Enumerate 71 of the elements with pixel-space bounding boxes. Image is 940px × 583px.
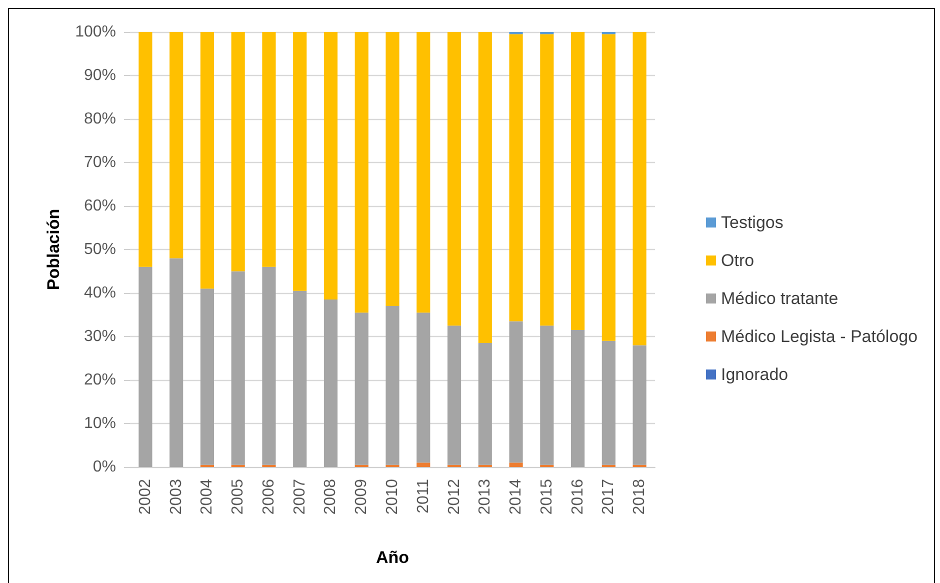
bar: [354, 32, 368, 313]
x-tick-label: 2015: [538, 478, 556, 515]
x-tick-label: 2010: [384, 478, 401, 515]
bar: [447, 326, 462, 465]
bar: [509, 321, 523, 463]
y-tick-label: 30%: [84, 328, 116, 345]
legend-label: Médico tratante: [721, 289, 838, 308]
bar: [200, 32, 214, 289]
legend-label: Testigos: [721, 213, 784, 232]
y-tick-label: 0%: [92, 458, 116, 476]
y-tick-label: 60%: [84, 198, 116, 214]
legend-label: Otro: [721, 251, 754, 270]
bar: [262, 32, 276, 267]
x-tick-label: 2004: [198, 478, 216, 515]
x-tick-label: 2007: [291, 478, 308, 515]
bar: [231, 271, 245, 465]
x-tick-label: 2006: [260, 478, 278, 515]
x-tick-label: 2011: [414, 478, 432, 514]
x-tick-label: 2018: [631, 478, 648, 515]
bar: [170, 258, 184, 467]
bar: [138, 32, 152, 267]
bar: [293, 290, 307, 467]
bar: [602, 340, 616, 465]
bar: [478, 343, 492, 465]
y-tick-label: 10%: [84, 415, 116, 432]
bar: [200, 288, 214, 465]
y-axis-title: Población: [44, 208, 63, 290]
x-tick-label: 2005: [230, 478, 247, 515]
bar: [324, 32, 338, 300]
bar: [293, 32, 307, 291]
bar: [540, 326, 554, 465]
bar: [632, 345, 646, 465]
x-tick-label: 2012: [446, 478, 463, 515]
bar: [478, 32, 492, 344]
bar: [509, 462, 523, 467]
bar: [386, 32, 400, 306]
y-tick-label: 80%: [84, 110, 116, 128]
x-tick-label: 2014: [508, 478, 525, 515]
y-tick-label: 40%: [84, 284, 116, 302]
legend-label: Ignorado: [721, 365, 788, 384]
y-tick-label: 100%: [75, 24, 116, 40]
y-tick-label: 70%: [84, 154, 116, 171]
bar: [571, 330, 585, 467]
bar: [262, 266, 276, 465]
bar: [354, 312, 368, 465]
y-tick-label: 90%: [84, 67, 116, 84]
y-tick-label: 50%: [84, 241, 116, 258]
x-tick-label: 2016: [569, 478, 586, 515]
x-tick-label: 2017: [600, 478, 618, 515]
bar: [386, 306, 400, 465]
bar: [324, 300, 338, 467]
x-tick-label: 2008: [322, 478, 340, 515]
bar: [416, 32, 430, 313]
bar: [416, 312, 430, 463]
y-tick-label: 20%: [84, 372, 116, 388]
x-tick-label: 2009: [353, 478, 370, 515]
bar: [509, 34, 523, 322]
bar: [138, 266, 152, 467]
bar: [632, 32, 646, 346]
x-tick-label: 2002: [136, 478, 154, 515]
x-tick-label: 2013: [476, 478, 494, 515]
bar: [170, 32, 184, 258]
bar: [571, 32, 585, 330]
legend-label: Médico Legista - Patólogo: [721, 327, 918, 346]
x-axis-title: Año: [376, 548, 410, 567]
bar: [416, 462, 430, 467]
bar: [540, 34, 554, 326]
x-tick-label: 2003: [168, 478, 185, 515]
bar: [602, 34, 616, 341]
bar: [231, 32, 245, 272]
bar: [447, 32, 462, 326]
